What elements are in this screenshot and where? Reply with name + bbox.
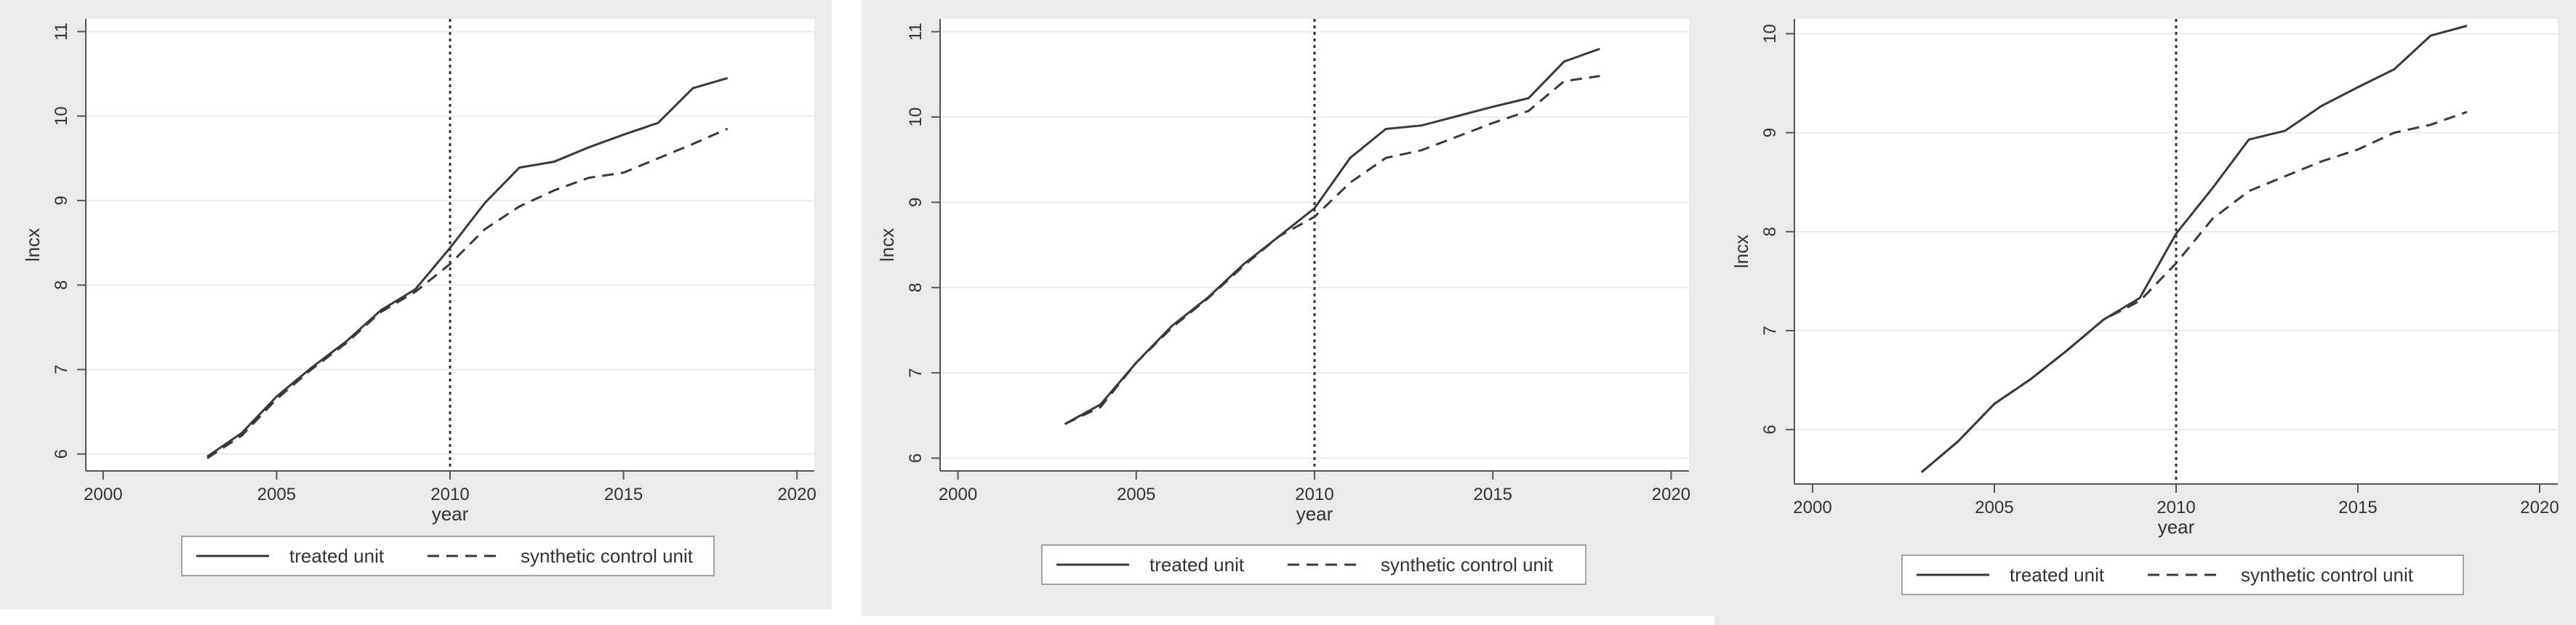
chart-panel-1: 6 7 8 9 10 11 2000 2005 2010 2015 2020 year lncx trea…: [0, 0, 832, 609]
x-tick-label: 2005: [1117, 485, 1155, 504]
y-tick-label: 11: [906, 23, 926, 41]
y-tick-label: 9: [1760, 128, 1780, 137]
x-axis-title: year: [2158, 516, 2195, 538]
chart-panel-2: 6 7 8 9 10 11 2000 2005 2010 2015 2020 year lncx trea…: [862, 0, 1714, 616]
x-tick-label: 2005: [1975, 498, 2013, 517]
legend-label: synthetic control unit: [521, 545, 694, 567]
x-tick-label: 2020: [1652, 485, 1690, 504]
legend-label: treated unit: [2010, 564, 2105, 586]
y-axis-title: lncx: [22, 228, 44, 262]
y-tick-label: 7: [1760, 326, 1780, 335]
x-tick-label: 2010: [1295, 485, 1333, 504]
y-axis-title: lncx: [876, 228, 898, 262]
y-axis-title: lncx: [1730, 235, 1752, 268]
synthetic-control-line: [1921, 110, 2468, 473]
legend-label: synthetic control unit: [1381, 554, 1554, 576]
y-tick-label: 7: [52, 365, 71, 374]
y-tick-label: 9: [906, 198, 926, 207]
synthetic-control-line: [1064, 75, 1600, 425]
x-tick-label: 2005: [257, 485, 296, 504]
y-tick-label: 6: [52, 449, 71, 459]
y-tick-label: 7: [906, 368, 926, 377]
plot-area: [86, 19, 814, 471]
y-tick-label: 10: [906, 108, 926, 127]
treated-unit-line: [206, 76, 729, 458]
x-tick-label: 2015: [604, 485, 643, 504]
x-tick-label: 2010: [430, 485, 469, 504]
y-tick-label: 8: [906, 283, 926, 292]
legend: [1901, 555, 2464, 595]
x-axis-title: year: [432, 503, 469, 525]
y-tick-label: 10: [52, 106, 71, 126]
x-tick-label: 2000: [1793, 498, 1831, 517]
legend-label: synthetic control unit: [2241, 564, 2414, 586]
x-tick-label: 2015: [1474, 485, 1512, 504]
chart-panel-3: 6 7 8 9 10 2000 2005 2010 2015 2020 year lncx treate…: [1714, 0, 2576, 625]
chart-svg-2: 6 7 8 9 10 11 2000 2005 2010 2015 2020 year lncx trea…: [876, 19, 1690, 585]
x-axis-title: year: [1296, 503, 1333, 525]
chart-svg-3: 6 7 8 9 10 2000 2005 2010 2015 2020 year lncx treate…: [1730, 19, 2559, 595]
legend-label: treated unit: [1149, 554, 1245, 576]
plot-area: [940, 19, 1689, 471]
x-tick-label: 2010: [2156, 498, 2195, 517]
y-tick-label: 9: [52, 195, 71, 205]
x-tick-label: 2015: [2338, 498, 2377, 517]
y-tick-label: 8: [1760, 227, 1780, 236]
x-tick-label: 2020: [2520, 498, 2559, 517]
y-tick-label: 11: [52, 23, 71, 41]
y-tick-label: 10: [1760, 24, 1780, 44]
y-tick-label: 8: [52, 281, 71, 290]
chart-svg-1: 6 7 8 9 10 11 2000 2005 2010 2015 2020 year lncx trea…: [22, 19, 816, 576]
x-tick-label: 2000: [939, 485, 977, 504]
synthetic-control-line: [206, 127, 729, 459]
x-tick-label: 2000: [84, 485, 122, 504]
y-tick-label: 6: [1760, 424, 1780, 434]
legend-label: treated unit: [289, 545, 385, 567]
y-tick-label: 6: [906, 453, 926, 463]
x-tick-label: 2020: [777, 485, 816, 504]
